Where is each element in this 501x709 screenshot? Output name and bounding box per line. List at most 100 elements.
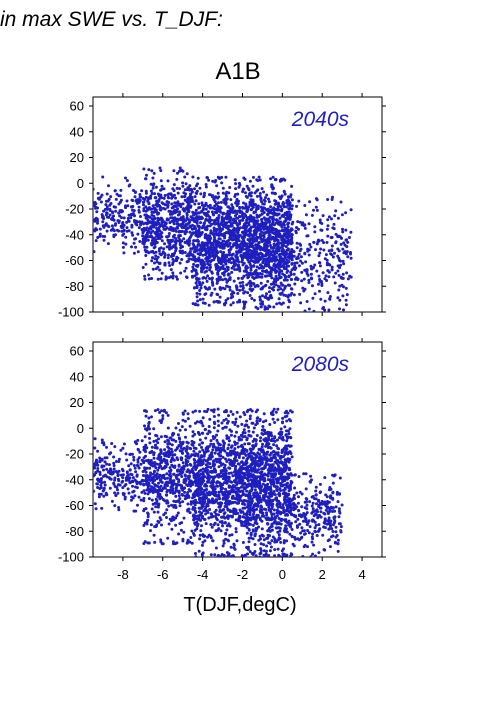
data-point xyxy=(321,271,325,275)
data-point xyxy=(153,461,157,464)
data-point xyxy=(337,288,341,292)
data-point xyxy=(167,232,171,235)
data-point xyxy=(241,190,245,194)
data-point xyxy=(237,199,240,203)
data-point xyxy=(186,452,190,456)
data-point xyxy=(124,452,128,456)
data-point xyxy=(107,184,110,188)
data-point xyxy=(193,509,197,513)
data-point xyxy=(151,237,155,241)
data-point xyxy=(263,305,267,309)
data-point xyxy=(287,293,291,297)
data-point xyxy=(324,253,328,257)
data-point xyxy=(322,241,326,245)
data-point xyxy=(208,220,212,224)
data-point xyxy=(311,296,315,300)
data-point xyxy=(259,251,262,255)
data-point xyxy=(229,458,232,462)
data-point xyxy=(198,482,202,486)
data-point xyxy=(229,198,233,202)
data-point xyxy=(152,427,156,431)
data-point xyxy=(231,295,235,299)
data-point xyxy=(210,195,214,199)
data-point xyxy=(330,265,334,269)
data-point xyxy=(152,470,156,474)
data-point xyxy=(244,194,248,198)
data-point xyxy=(185,483,189,487)
data-point xyxy=(209,245,212,249)
data-point xyxy=(222,539,226,543)
data-point xyxy=(286,201,290,205)
data-point xyxy=(226,538,230,542)
data-point xyxy=(145,173,148,177)
data-point xyxy=(236,226,240,229)
data-point xyxy=(98,473,102,476)
data-point xyxy=(228,186,232,189)
data-point xyxy=(94,507,98,511)
data-point xyxy=(156,495,160,498)
data-point xyxy=(193,458,197,462)
data-point xyxy=(169,225,173,229)
data-point xyxy=(340,276,344,280)
data-point xyxy=(300,261,304,265)
data-point xyxy=(291,220,295,224)
data-point xyxy=(188,511,192,515)
data-point xyxy=(349,208,353,212)
data-point xyxy=(120,209,124,213)
data-point xyxy=(223,221,227,225)
data-point xyxy=(214,546,218,550)
data-point xyxy=(194,490,198,494)
data-point xyxy=(313,263,317,267)
data-point xyxy=(224,502,228,506)
data-point xyxy=(284,294,288,298)
data-point xyxy=(153,196,157,200)
data-point xyxy=(232,489,236,493)
data-point xyxy=(149,242,153,245)
data-point xyxy=(158,268,162,272)
data-point xyxy=(258,194,262,198)
data-point xyxy=(196,176,200,180)
data-point xyxy=(183,409,187,413)
data-point xyxy=(221,486,225,490)
data-point xyxy=(254,219,257,223)
data-point xyxy=(303,204,307,207)
data-point xyxy=(266,279,270,283)
data-point xyxy=(292,250,296,254)
data-point xyxy=(186,198,190,202)
data-point xyxy=(128,468,132,472)
data-point xyxy=(186,509,190,513)
data-point xyxy=(219,529,223,533)
data-point xyxy=(155,434,159,438)
data-point xyxy=(241,284,245,288)
data-point xyxy=(139,195,143,199)
data-point xyxy=(240,422,244,426)
data-point xyxy=(121,241,125,245)
data-point xyxy=(224,201,228,205)
data-point xyxy=(188,184,192,188)
data-point xyxy=(138,193,142,196)
data-point xyxy=(231,514,234,518)
data-point xyxy=(102,488,106,492)
data-point xyxy=(142,209,146,213)
data-point xyxy=(227,502,231,506)
data-point xyxy=(219,261,223,265)
data-point xyxy=(226,453,230,457)
plot-frame xyxy=(92,341,383,558)
data-point xyxy=(224,487,227,491)
data-point xyxy=(280,244,284,248)
data-point xyxy=(186,417,190,421)
data-point xyxy=(209,553,213,557)
data-point xyxy=(98,227,102,231)
data-point xyxy=(247,425,250,429)
data-point xyxy=(253,248,257,252)
data-point xyxy=(263,239,267,243)
data-point xyxy=(136,198,140,202)
data-point xyxy=(208,277,211,280)
data-point xyxy=(289,287,293,291)
data-point xyxy=(290,262,294,265)
data-point xyxy=(231,463,235,467)
data-point xyxy=(309,264,313,268)
data-point xyxy=(147,420,151,424)
data-point xyxy=(204,428,207,431)
data-point xyxy=(142,238,145,242)
